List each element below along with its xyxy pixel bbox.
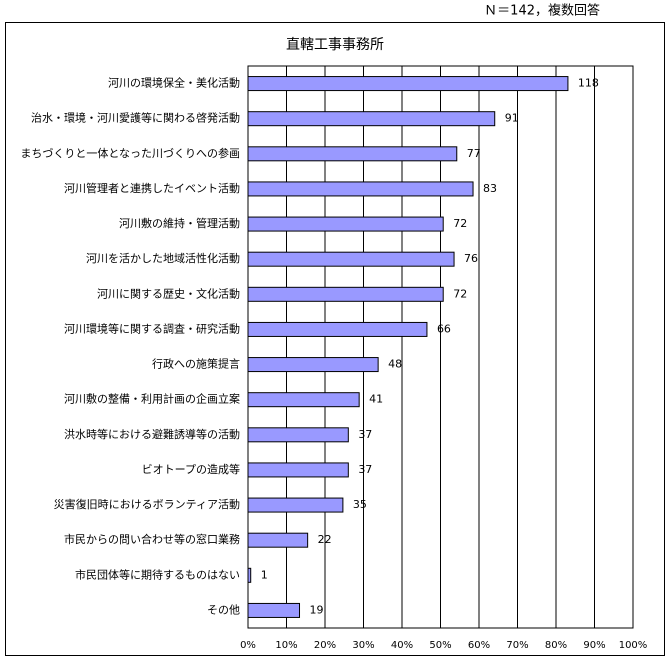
bar [247,497,344,513]
value-label: 19 [310,603,324,616]
bar [247,602,301,618]
y-tick-label: 河川管理者と連携したイベント活動 [64,181,240,195]
bar [247,251,455,267]
y-tick-label: 河川の環境保全・美化活動 [108,76,240,90]
x-tick-label: 80% [545,640,567,651]
y-tick-label: 市民からの問い合わせ等の窓口業務 [64,532,240,546]
value-label: 72 [453,287,467,300]
y-tick-label: 河川敷の整備・利用計画の企画立案 [64,392,240,406]
frame [5,22,665,656]
x-tick-label: 30% [352,640,374,651]
value-label: 76 [464,252,478,265]
x-tick-label: 70% [506,640,528,651]
value-label: 83 [483,182,497,195]
value-label: 22 [318,533,332,546]
y-tick-label: 河川を活かした地域活性化活動 [86,251,240,265]
bar [247,532,309,548]
bar [247,462,349,478]
x-tick-label: 40% [391,640,413,651]
bar [247,111,496,127]
bar [247,286,444,302]
value-label: 77 [467,147,481,160]
bar [247,321,428,337]
value-label: 37 [358,463,372,476]
bar [247,427,349,443]
y-tick-label: 洪水時等における避難誘導等の活動 [64,427,240,441]
chart-title: 直轄工事事務所 [286,36,384,53]
value-label: 37 [358,428,372,441]
bar [247,146,458,162]
bar [247,216,444,232]
y-tick-label: まちづくりと一体となった川づくりへの参画 [20,146,240,160]
y-tick-label: その他 [207,603,240,616]
y-tick-label: 災害復旧時におけるボランティア活動 [54,497,240,511]
x-tick-label: 50% [429,640,451,651]
x-tick-label: 10% [275,640,297,651]
chart-subtitle: Ｎ＝142，複数回答 [484,3,600,19]
y-tick-label: ビオトープの造成等 [142,462,240,476]
x-tick-label: 60% [468,640,490,651]
value-label: 91 [505,112,519,125]
x-tick-label: 20% [314,640,336,651]
value-label: 48 [388,358,402,371]
value-label: 35 [353,498,367,511]
value-label: 41 [369,393,383,406]
value-label: 1 [261,568,268,581]
value-label: 118 [578,77,599,90]
x-tick-label: 0% [240,640,256,651]
bar [247,76,569,92]
bar [247,357,379,373]
y-tick-label: 河川敷の維持・管理活動 [119,216,240,230]
y-tick-label: 河川に関する歴史・文化活動 [97,286,240,300]
bar [247,567,252,583]
bar [247,392,360,408]
value-label: 72 [453,217,467,230]
y-tick-label: 河川環境等に関する調査・研究活動 [64,321,240,335]
y-tick-label: 行政への施策提言 [152,357,240,371]
bar [247,181,474,197]
x-tick-label: 100% [619,640,648,651]
x-tick-label: 90% [583,640,605,651]
y-tick-label: 市民団体等に期待するものはない [75,567,240,581]
value-label: 66 [437,322,451,335]
y-tick-label: 治水・環境・河川愛護等に関わる啓発活動 [31,111,240,125]
